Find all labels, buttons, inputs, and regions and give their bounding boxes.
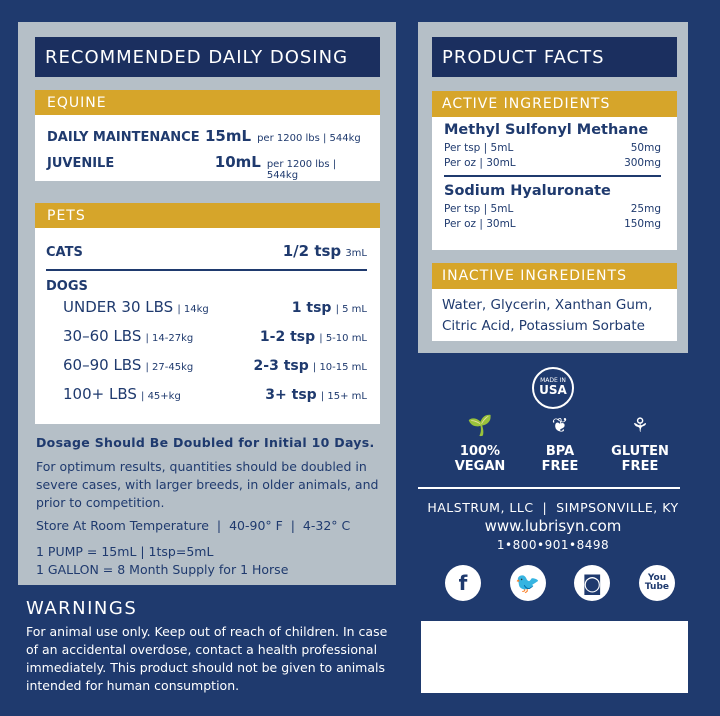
pump-note: 1 PUMP = 15mL | 1tsp=5mL	[36, 544, 214, 559]
pets-header: PETS	[35, 203, 380, 228]
amount: 3+ tsp	[265, 387, 317, 403]
line2: FREE	[541, 459, 579, 474]
storage-note: Store At Room Temperature | 40-90° F | 4…	[36, 518, 351, 533]
dog-dose-row: 30–60 LBS | 14-27kg 1-2 tsp | 5-10 mL	[46, 327, 367, 345]
active-box: Methyl Sulfonyl Methane Per tsp | 5mL 50mg…	[432, 117, 677, 250]
line2: VEGAN	[454, 459, 506, 474]
warnings-title: WARNINGS	[26, 598, 138, 619]
badge-wheat: ⚘ GLUTEN FREE	[605, 413, 675, 474]
usa: USA	[539, 383, 567, 397]
kg: | 14kg	[177, 304, 209, 315]
detail: per 1200 lbs | 544kg	[266, 159, 337, 181]
value: 25mg	[630, 203, 661, 215]
leaves-icon: ❦	[551, 413, 569, 437]
inactive-box: Water, Glycerin, Xanthan Gum, Citric Aci…	[432, 289, 677, 341]
blank-label-box	[421, 621, 688, 693]
divider	[418, 487, 680, 489]
kg: | 14-27kg	[145, 333, 194, 344]
label: JUVENILE	[47, 156, 115, 171]
ml: | 5 mL	[335, 304, 367, 315]
active-ingredient: Methyl Sulfonyl Methane Per tsp | 5mL 50mg…	[444, 122, 661, 177]
label: DAILY MAINTENANCE	[47, 130, 200, 145]
optimum-note: For optimum results, quantities should b…	[36, 459, 379, 510]
glyph: You Tube	[644, 573, 670, 592]
amount: 10mL	[214, 153, 261, 171]
cats-label: CATS	[46, 245, 83, 260]
glyph: 🐦	[515, 571, 541, 595]
kg: | 27-45kg	[145, 362, 194, 373]
weight: 100+ LBS	[63, 385, 137, 403]
divider	[46, 269, 367, 271]
equine-row: DAILY MAINTENANCE 15mL per 1200 lbs | 544k…	[47, 127, 368, 145]
equine-row: JUVENILE 10mL per 1200 lbs | 544kg	[47, 153, 368, 181]
pets-box: CATS 1/2 tsp 3mL DOGS UNDER 30 LBS | 14kg…	[35, 228, 380, 424]
inactive-header: INACTIVE INGREDIENTS	[432, 263, 677, 289]
serving: Per tsp | 5mL	[444, 203, 514, 215]
dog-dose-row: 60–90 LBS | 27-45kg 2-3 tsp | 10-15 mL	[46, 356, 367, 374]
glyph: f	[458, 571, 468, 595]
badge-sprout: 🌱 100% VEGAN	[445, 413, 515, 474]
detail: per 1200 lbs | 544kg	[257, 133, 361, 144]
serving: Per oz | 30mL	[444, 157, 516, 169]
line2: FREE	[621, 459, 659, 474]
instagram-icon[interactable]: ◙	[574, 565, 611, 601]
ml: | 5-10 mL	[319, 333, 367, 344]
kg: | 45+kg	[141, 391, 181, 402]
weight: 30–60 LBS	[63, 327, 142, 345]
warnings-text: For animal use only. Keep out of reach o…	[26, 624, 388, 693]
line1: 100%	[459, 444, 501, 459]
active-header: ACTIVE INGREDIENTS	[432, 91, 677, 117]
serving: Per oz | 30mL	[444, 218, 516, 230]
ml: | 10-15 mL	[312, 362, 367, 373]
company-info: HALSTRUM, LLC | SIMPSONVILLE, KY www.lub…	[418, 500, 688, 552]
active-ingredient: Sodium Hyaluronate Per tsp | 5mL 25mg Per o…	[444, 183, 661, 232]
double-note: Dosage Should Be Doubled for Initial 10 …	[36, 435, 375, 450]
ingredient-row: Per tsp | 5mL 25mg	[444, 202, 661, 217]
dog-dose-row: 100+ LBS | 45+kg 3+ tsp | 15+ mL	[46, 385, 367, 403]
value: 150mg	[624, 218, 661, 230]
badge-leaves: ❦ BPA FREE	[525, 413, 595, 474]
made-in-usa-badge: MADE IN USA	[532, 367, 574, 409]
phone: 1•800•901•8498	[496, 538, 610, 552]
value: 50mg	[630, 142, 661, 154]
serving: Per tsp | 5mL	[444, 142, 514, 154]
value: 300mg	[624, 157, 661, 169]
weight: UNDER 30 LBS	[63, 298, 174, 316]
ingredient-row: Per tsp | 5mL 50mg	[444, 141, 661, 156]
youtube-icon[interactable]: You Tube	[638, 565, 675, 601]
weight: 60–90 LBS	[63, 356, 142, 374]
line1: GLUTEN	[611, 444, 669, 459]
facts-title: PRODUCT FACTS	[432, 37, 677, 77]
wheat-icon: ⚘	[631, 413, 649, 437]
sprout-icon: 🌱	[467, 413, 493, 437]
detail: 3mL	[345, 248, 367, 259]
ml: | 15+ mL	[320, 391, 367, 402]
amount: 1-2 tsp	[259, 329, 316, 345]
equine-box: DAILY MAINTENANCE 15mL per 1200 lbs | 544k…	[35, 115, 380, 181]
facebook-icon[interactable]: f	[445, 565, 481, 601]
dog-dose-row: UNDER 30 LBS | 14kg 1 tsp | 5 mL	[46, 298, 367, 316]
ingredient-name: Methyl Sulfonyl Methane	[444, 122, 649, 138]
amount: 1/2 tsp	[282, 242, 342, 260]
line1: BPA	[545, 444, 575, 459]
website-link[interactable]: www.lubrisyn.com	[484, 517, 622, 535]
amount: 1 tsp	[291, 300, 332, 316]
dosing-notes: Dosage Should Be Doubled for Initial 10 …	[36, 434, 386, 579]
ingredient-row: Per oz | 30mL 300mg	[444, 156, 661, 171]
cats-row: CATS 1/2 tsp 3mL	[46, 242, 367, 260]
equine-header: EQUINE	[35, 90, 380, 115]
dogs-label: DOGS	[46, 279, 88, 294]
twitter-icon[interactable]: 🐦	[509, 565, 546, 601]
gallon-note: 1 GALLON = 8 Month Supply for 1 Horse	[36, 562, 289, 577]
dosing-title: RECOMMENDED DAILY DOSING	[35, 37, 380, 77]
made-in: MADE IN	[540, 377, 566, 384]
glyph: ◙	[582, 571, 603, 595]
company-name: HALSTRUM, LLC | SIMPSONVILLE, KY	[427, 500, 679, 515]
ingredient-row: Per oz | 30mL 150mg	[444, 217, 661, 232]
amount: 15mL	[205, 127, 252, 145]
ingredient-name: Sodium Hyaluronate	[444, 183, 611, 199]
amount: 2-3 tsp	[253, 358, 309, 374]
